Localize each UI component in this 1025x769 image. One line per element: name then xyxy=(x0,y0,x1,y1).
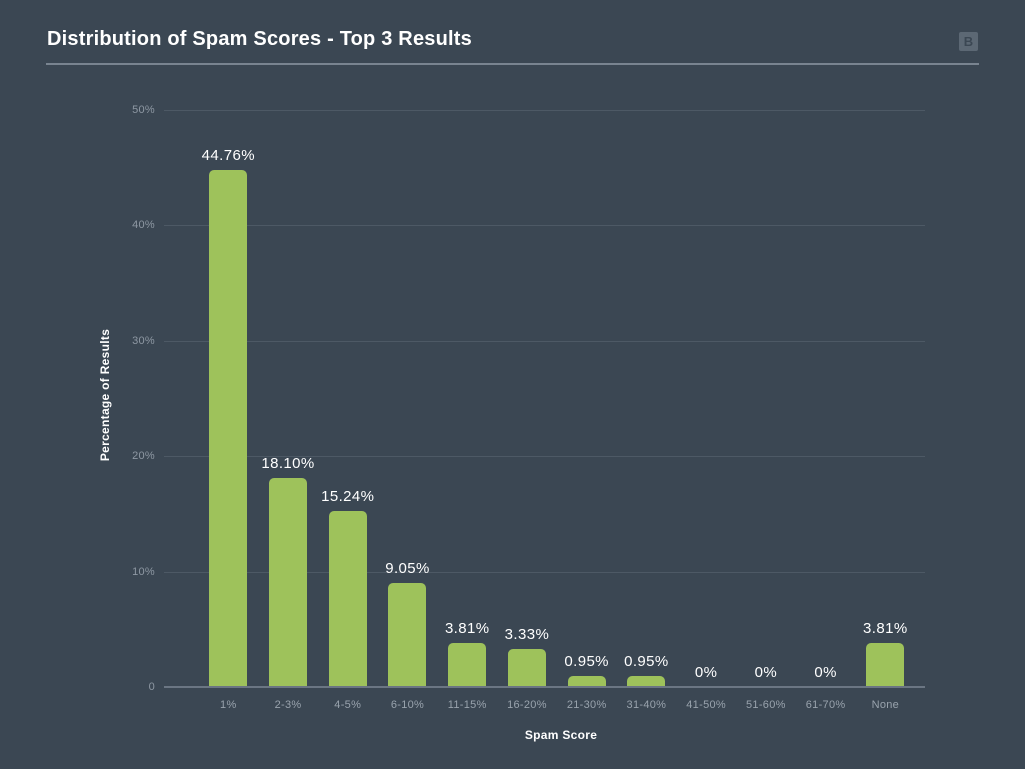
x-axis-title: Spam Score xyxy=(524,728,598,742)
x-tick-label: 41-50% xyxy=(686,699,726,711)
x-tick-label: 51-60% xyxy=(746,699,786,711)
x-tick-label: None xyxy=(871,699,900,711)
x-tick-label: 11-15% xyxy=(447,699,487,711)
bar-value-label: 18.10% xyxy=(261,455,315,473)
y-tick-label: 20% xyxy=(132,450,155,463)
y-gridline xyxy=(164,225,925,227)
y-tick-label: 40% xyxy=(132,219,155,232)
bar-value-label: 9.05% xyxy=(385,559,430,577)
y-tick-label: 0 xyxy=(148,681,155,693)
bar-4-5% xyxy=(328,511,367,687)
header-divider xyxy=(46,63,979,65)
x-tick-label: 2-3% xyxy=(274,699,302,711)
bar-value-label: 0.95% xyxy=(564,653,609,671)
y-tick-label: 50% xyxy=(132,104,155,116)
bar-value-label: 15.24% xyxy=(321,488,375,506)
x-tick-label: 61-70% xyxy=(805,699,846,711)
brand-logo-icon: B xyxy=(959,32,978,51)
bar-11-15% xyxy=(448,643,487,687)
bar-value-label: 3.33% xyxy=(504,625,550,643)
y-tick-label: 30% xyxy=(132,334,155,347)
x-tick-label: 6-10% xyxy=(390,699,425,711)
bar-16-20% xyxy=(507,648,546,687)
page-title: Distribution of Spam Scores - Top 3 Resu… xyxy=(47,28,472,50)
y-gridline xyxy=(164,456,925,458)
bar-31-40% xyxy=(627,676,666,687)
x-tick-label: 21-30% xyxy=(566,699,607,711)
bar-value-label: 0.95% xyxy=(624,653,669,671)
x-axis-line xyxy=(164,686,925,688)
y-gridline xyxy=(164,110,925,111)
bar-value-label: 0% xyxy=(814,664,837,681)
bar-21-30% xyxy=(567,676,606,687)
bar-value-label: 0% xyxy=(754,664,778,681)
x-tick-label: 4-5% xyxy=(334,699,362,711)
bar-none xyxy=(866,643,905,687)
bar-6-10% xyxy=(388,582,427,687)
bar-value-label: 44.76% xyxy=(201,147,255,165)
bar-value-label: 3.81% xyxy=(863,620,908,638)
y-axis-title: Percentage of Results xyxy=(98,328,112,462)
x-tick-label: 1% xyxy=(220,699,237,711)
y-gridline xyxy=(164,571,925,573)
x-tick-label: 31-40% xyxy=(626,699,667,711)
y-tick-label: 10% xyxy=(132,565,155,578)
bar-1% xyxy=(209,170,248,687)
bar-value-label: 3.81% xyxy=(444,620,490,638)
x-tick-label: 16-20% xyxy=(507,699,547,711)
bar-value-label: 0% xyxy=(694,664,718,681)
bar-2-3% xyxy=(269,478,308,687)
y-gridline xyxy=(164,340,925,342)
